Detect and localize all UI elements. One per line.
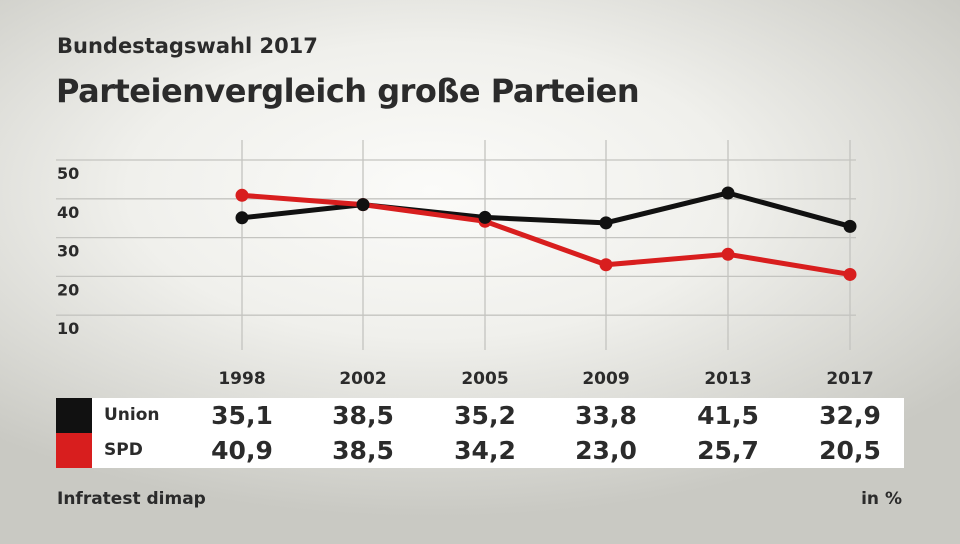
data-point-spd [843, 267, 857, 281]
y-tick-label: 40 [57, 203, 79, 222]
legend-label: SPD [104, 440, 143, 460]
data-point-spd [721, 247, 735, 261]
y-tick-label: 10 [57, 319, 79, 338]
table-cell: 35,2 [454, 401, 516, 430]
data-point-spd [599, 258, 613, 272]
data-point-union [721, 186, 735, 200]
data-point-union [478, 210, 492, 224]
series-line-spd [241, 192, 851, 277]
table-cell: 23,0 [575, 436, 637, 465]
x-tick-label: 2013 [704, 369, 751, 389]
series-line-union [241, 190, 851, 229]
table-cell: 34,2 [454, 436, 516, 465]
table-cell: 38,5 [332, 436, 394, 465]
source-label: Infratest dimap [57, 489, 206, 509]
table-cell: 33,8 [575, 401, 637, 430]
table-row-spd: SPD 40,9 38,5 34,2 23,0 25,7 20,5 [56, 433, 904, 468]
chart-subtitle: Bundestagswahl 2017 [57, 34, 318, 58]
data-point-union [843, 219, 857, 233]
legend-swatch [56, 433, 92, 468]
legend-swatch [56, 398, 92, 433]
data-point-spd [235, 188, 249, 202]
x-tick-label: 2017 [826, 369, 873, 389]
chart-title: Parteienvergleich große Parteien [56, 72, 640, 110]
table-cell: 32,9 [819, 401, 881, 430]
data-point-union [599, 216, 613, 230]
table-cell: 41,5 [697, 401, 759, 430]
table-cell: 25,7 [697, 436, 759, 465]
unit-label: in % [861, 489, 902, 509]
x-tick-label: 2009 [582, 369, 629, 389]
table-cell: 40,9 [211, 436, 273, 465]
x-tick-label: 2005 [461, 369, 508, 389]
y-tick-label: 50 [57, 164, 79, 183]
data-table: Union 35,1 38,5 35,2 33,8 41,5 32,9 SPD 40,9 38,5… [56, 398, 904, 468]
x-tick-label: 1998 [218, 369, 265, 389]
table-cell: 38,5 [332, 401, 394, 430]
data-point-union [235, 211, 249, 225]
y-tick-label: 30 [57, 242, 79, 261]
legend-label: Union [104, 405, 160, 425]
line-chart: 50 40 30 20 10 1998 2002 2005 2009 2013 2017 [56, 140, 874, 389]
table-row-union: Union 35,1 38,5 35,2 33,8 41,5 32,9 [56, 398, 904, 433]
table-cell: 35,1 [211, 401, 273, 430]
table-cell: 20,5 [819, 436, 881, 465]
data-point-union [356, 198, 370, 212]
x-tick-label: 2002 [339, 369, 386, 389]
y-tick-label: 20 [57, 280, 79, 299]
